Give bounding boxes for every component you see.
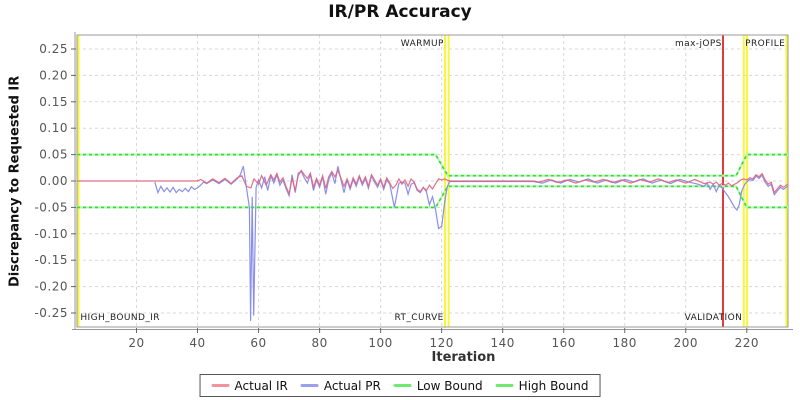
legend-swatch-icon — [495, 384, 514, 387]
y-tick-label: 0.00 — [39, 174, 68, 188]
y-tick-label: 0.25 — [39, 42, 68, 56]
series-actual-ir — [77, 168, 789, 196]
legend-label: High Bound — [518, 378, 589, 393]
x-axis-title: Iteration — [431, 350, 496, 365]
x-tick-label: 160 — [552, 336, 576, 350]
y-tick-label: 0.15 — [39, 95, 68, 109]
flag-label-warmup: WARMUP — [401, 39, 444, 49]
legend-item-actual-pr: Actual PR — [300, 378, 381, 393]
y-tick-label: -0.10 — [34, 227, 68, 241]
series-actual-pr — [154, 166, 789, 321]
legend: Actual IR Actual PR Low Bound High Bound — [199, 374, 601, 397]
legend-swatch-icon — [393, 384, 412, 387]
y-tick-label: -0.25 — [34, 306, 68, 320]
x-tick-label: 120 — [429, 336, 453, 350]
x-tick-label: 200 — [674, 336, 698, 350]
x-tick-label: 40 — [189, 336, 205, 350]
x-tick-label: 100 — [368, 336, 392, 350]
y-tick-label: -0.20 — [34, 280, 68, 294]
flag-label-high-bound-ir: HIGH_BOUND_IR — [80, 313, 160, 323]
legend-label: Low Bound — [416, 378, 483, 393]
y-tick-label: 0.05 — [39, 148, 68, 162]
y-tick-label: 0.20 — [39, 68, 68, 82]
legend-swatch-icon — [300, 384, 319, 387]
legend-label: Actual PR — [323, 378, 381, 393]
x-tick-label: 20 — [128, 336, 144, 350]
series-high-bound-base — [77, 153, 788, 177]
x-tick-label: 220 — [735, 336, 759, 350]
x-tick-label: 180 — [613, 336, 637, 350]
chart-title: IR/PR Accuracy — [328, 2, 472, 22]
x-tick-label: 60 — [250, 336, 266, 350]
y-tick-label: -0.15 — [34, 253, 68, 267]
y-tick-label: -0.05 — [34, 200, 68, 214]
series-high-bound — [77, 153, 788, 177]
legend-item-actual-ir: Actual IR — [211, 378, 288, 393]
legend-item-high-bound: High Bound — [495, 378, 589, 393]
legend-swatch-icon — [211, 384, 230, 387]
legend-item-low-bound: Low Bound — [393, 378, 483, 393]
legend-label: Actual IR — [234, 378, 288, 393]
y-tick-label: 0.10 — [39, 121, 68, 135]
flag-label-profile: PROFILE — [745, 39, 785, 49]
x-tick-label: 80 — [311, 336, 327, 350]
flag-label-rt-curve: RT_CURVE — [395, 313, 444, 323]
flag-label-max-jops: max-jOPS — [675, 39, 722, 49]
x-tick-label: 140 — [490, 336, 514, 350]
flag-label-validation: VALIDATION — [685, 313, 743, 323]
series-low-bound-base — [77, 185, 788, 209]
